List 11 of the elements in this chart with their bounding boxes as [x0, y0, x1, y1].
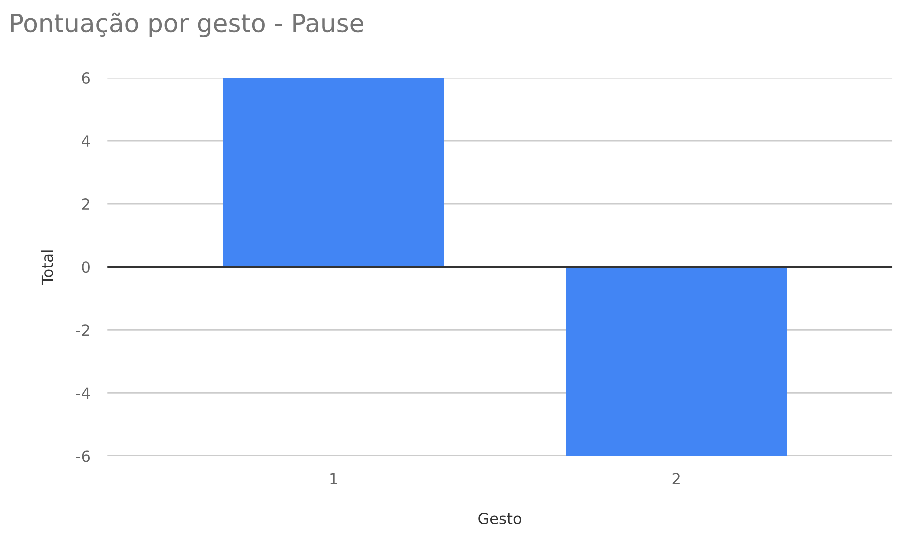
y-axis-title: Total [42, 250, 54, 285]
y-tick-label: 4 [82, 136, 90, 147]
y-tick-label: -4 [76, 388, 90, 399]
y-tick-label: -2 [76, 324, 90, 336]
y-tick-label: 0 [82, 262, 90, 274]
chart-title: Pontuação por gesto - Pause [11, 12, 364, 38]
x-axis-title: Gesto [478, 512, 522, 525]
y-tick-label: 2 [82, 198, 90, 210]
y-tick-label: 6 [82, 72, 90, 84]
y-tick-label: -6 [76, 450, 90, 462]
x-tick-label: 1 [330, 473, 338, 484]
